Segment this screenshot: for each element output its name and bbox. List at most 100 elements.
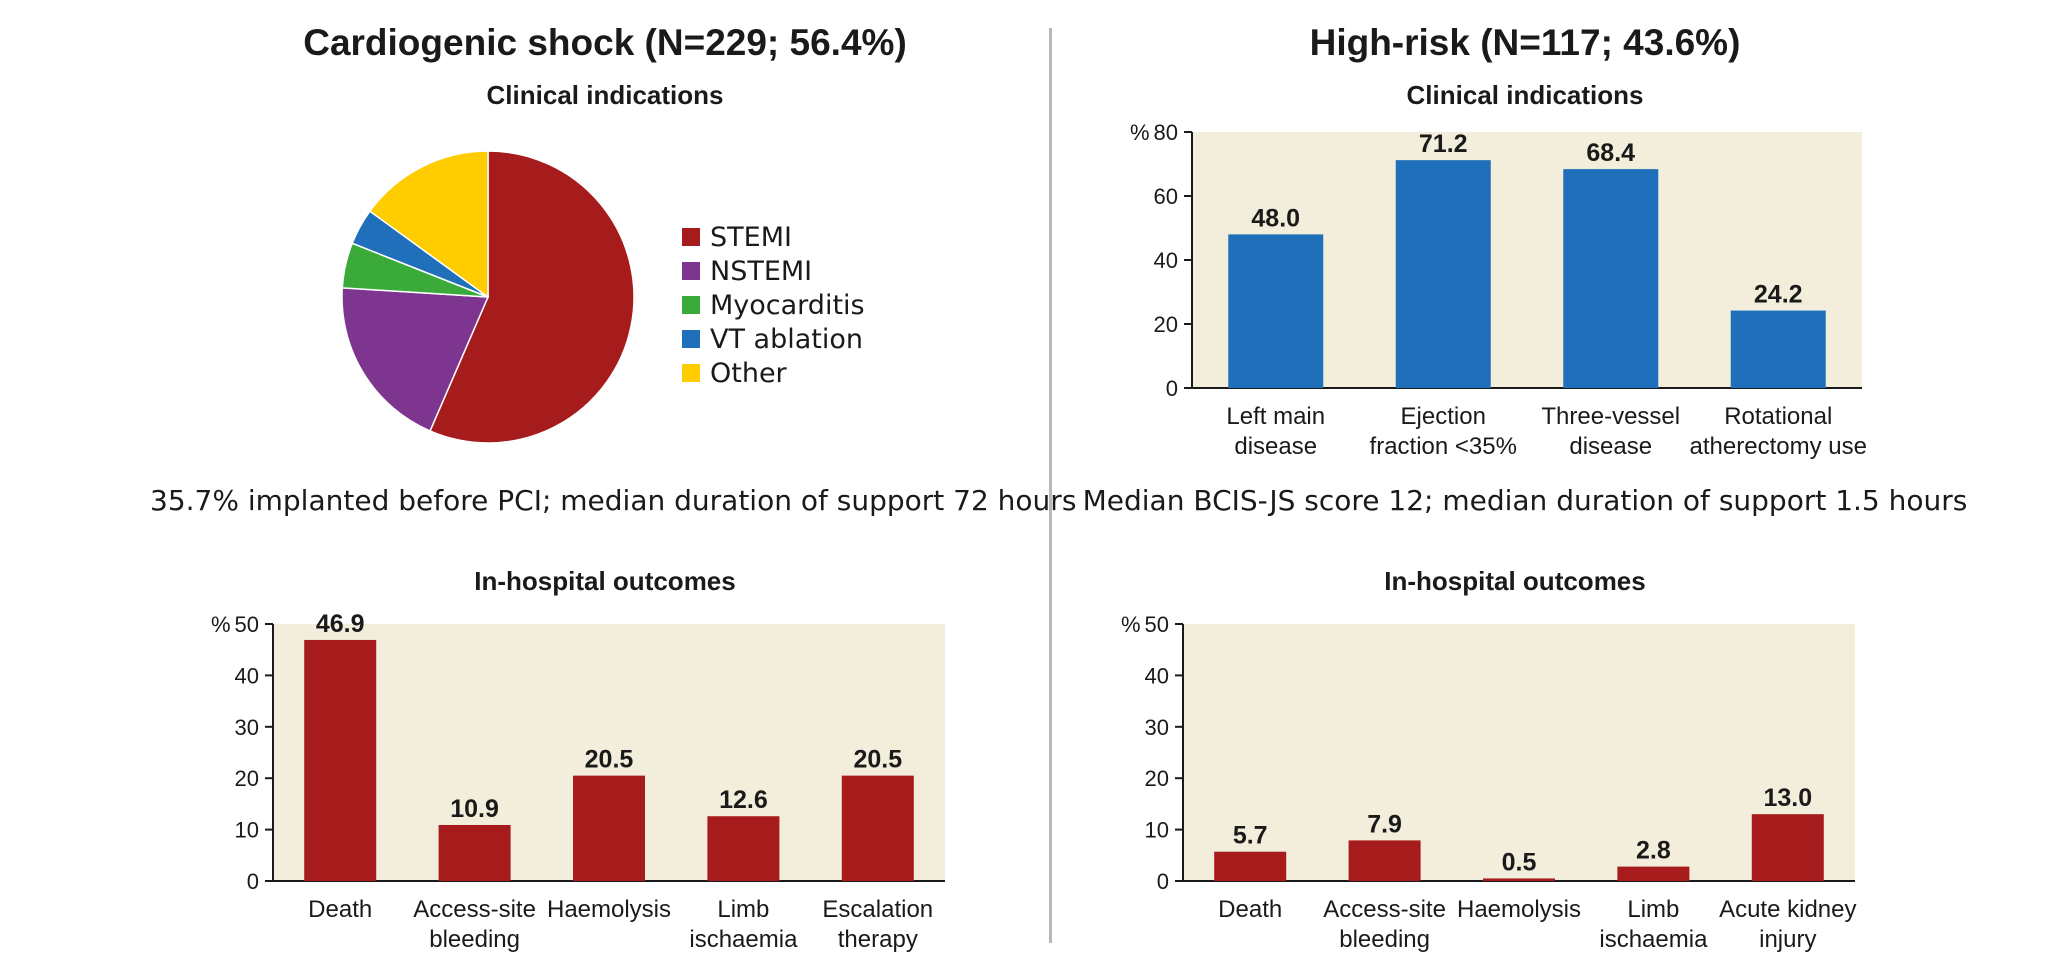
y-tick-label: 10 bbox=[1145, 818, 1169, 843]
data-label: 10.9 bbox=[450, 795, 499, 823]
x-tick-label: Left main bbox=[1226, 403, 1325, 430]
legend-item-vt-ablation: VT ablation bbox=[682, 322, 865, 356]
y-tick-label: 0 bbox=[1166, 376, 1178, 401]
bar-death bbox=[1214, 851, 1287, 881]
legend-label: NSTEMI bbox=[710, 255, 813, 287]
legend-swatch bbox=[682, 262, 700, 280]
data-label: 0.5 bbox=[1502, 848, 1537, 876]
x-tick-label: Access-site bbox=[413, 896, 536, 923]
bar-access-site-bleeding bbox=[438, 824, 511, 881]
right-panel-title: High-risk (N=117; 43.6%) bbox=[1309, 22, 1741, 63]
y-axis-label: % bbox=[211, 612, 231, 637]
legend-swatch bbox=[682, 296, 700, 314]
x-tick-label: bleeding bbox=[1339, 926, 1430, 953]
y-tick-label: 20 bbox=[235, 766, 259, 791]
x-tick-label: Death bbox=[308, 896, 372, 923]
x-tick-label: ischaemia bbox=[689, 926, 798, 953]
y-tick-label: 30 bbox=[1145, 715, 1169, 740]
x-tick-label: injury bbox=[1759, 926, 1816, 953]
y-tick-label: 30 bbox=[235, 715, 259, 740]
y-tick-label: 50 bbox=[1145, 612, 1169, 637]
data-label: 13.0 bbox=[1763, 784, 1812, 812]
legend-swatch bbox=[682, 330, 700, 348]
pie-slice-nstemi bbox=[341, 287, 490, 432]
legend-label: STEMI bbox=[710, 221, 792, 253]
data-label: 5.7 bbox=[1233, 822, 1268, 850]
bar-access-site-bleeding bbox=[1348, 840, 1421, 881]
data-label: 71.2 bbox=[1419, 130, 1468, 158]
bar-limb-ischaemia bbox=[1617, 866, 1690, 881]
x-tick-label: Access-site bbox=[1323, 896, 1446, 923]
y-tick-label: 40 bbox=[235, 663, 259, 688]
data-label: 2.8 bbox=[1636, 837, 1671, 865]
x-tick-label: Haemolysis bbox=[1457, 896, 1581, 923]
bar-escalation-therapy bbox=[841, 775, 914, 881]
right-indications-title: Clinical indications bbox=[1406, 80, 1644, 110]
cs-outcomes-bar-chart: 0 10 20 30 40 50% 46.9 Death 10.9 Access-site blee… bbox=[211, 610, 945, 953]
y-axis-label: % bbox=[1130, 120, 1150, 145]
x-tick-label: therapy bbox=[838, 926, 918, 953]
y-axis-label: % bbox=[1121, 612, 1141, 637]
x-tick-label: Three-vessel bbox=[1541, 403, 1680, 430]
legend-swatch bbox=[682, 364, 700, 382]
panel-divider bbox=[1049, 28, 1052, 943]
pie-slice-stemi bbox=[429, 150, 635, 444]
bar-three-vessel-disease bbox=[1563, 169, 1659, 388]
left-caption: 35.7% implanted before PCI; median durat… bbox=[150, 484, 1077, 517]
pie-slice-other bbox=[368, 150, 489, 299]
x-tick-label: ischaemia bbox=[1599, 926, 1708, 953]
y-tick-label: 20 bbox=[1145, 766, 1169, 791]
x-tick-label: Haemolysis bbox=[547, 896, 671, 923]
x-tick-label: fraction <35% bbox=[1370, 433, 1517, 460]
legend-item-myocarditis: Myocarditis bbox=[682, 288, 865, 322]
cs-indications-pie-chart bbox=[341, 150, 635, 444]
hr-indications-bar-chart: 0 20 40 60 80% 48.0 Left main disease 71.2 Ejecti… bbox=[1130, 120, 1867, 460]
legend-label: Other bbox=[710, 357, 787, 389]
x-tick-label: Rotational bbox=[1724, 403, 1832, 430]
y-tick-label: 60 bbox=[1154, 184, 1178, 209]
legend-swatch bbox=[682, 228, 700, 246]
data-label: 68.4 bbox=[1586, 139, 1635, 167]
bar-death bbox=[304, 639, 377, 881]
right-outcomes-title: In-hospital outcomes bbox=[1384, 566, 1646, 596]
y-tick-label: 40 bbox=[1145, 663, 1169, 688]
hr-outcomes-bar-chart: 0 10 20 30 40 50% 5.7 Death 7.9 Access-site bleedi… bbox=[1121, 612, 1857, 953]
right-caption: Median BCIS-JS score 12; median duration… bbox=[1082, 484, 1968, 517]
data-label: 48.0 bbox=[1251, 204, 1300, 232]
pie-slices bbox=[341, 150, 635, 444]
x-tick-label: Limb bbox=[1627, 896, 1679, 923]
x-tick-label: bleeding bbox=[429, 926, 520, 953]
legend-item-stemi: STEMI bbox=[682, 220, 865, 254]
data-label: 7.9 bbox=[1367, 810, 1402, 838]
data-label: 24.2 bbox=[1754, 281, 1803, 309]
bar-acute-kidney-injury bbox=[1751, 814, 1824, 881]
y-tick-label: 20 bbox=[1154, 312, 1178, 337]
x-tick-label: Ejection bbox=[1401, 403, 1486, 430]
x-tick-label: disease bbox=[1234, 433, 1317, 460]
x-tick-label: Acute kidney bbox=[1719, 896, 1856, 923]
y-tick-label: 0 bbox=[247, 869, 259, 894]
data-label: 20.5 bbox=[853, 746, 902, 774]
left-indications-title: Clinical indications bbox=[486, 80, 724, 110]
x-tick-label: disease bbox=[1569, 433, 1652, 460]
x-tick-label: Death bbox=[1218, 896, 1282, 923]
bar-haemolysis bbox=[1483, 878, 1555, 881]
y-tick-label: 80 bbox=[1154, 120, 1178, 145]
bar-ejection-fraction-35 bbox=[1395, 160, 1491, 388]
y-tick-label: 10 bbox=[235, 818, 259, 843]
x-tick-label: atherectomy use bbox=[1690, 433, 1867, 460]
y-tick-label: 40 bbox=[1154, 248, 1178, 273]
legend-label: Myocarditis bbox=[710, 289, 865, 321]
x-tick-label: Limb bbox=[717, 896, 769, 923]
data-label: 20.5 bbox=[585, 746, 634, 774]
bar-rotational-atherectomy-use bbox=[1730, 310, 1826, 388]
legend-label: VT ablation bbox=[710, 323, 863, 355]
x-tick-label: Escalation bbox=[822, 896, 933, 923]
legend-item-other: Other bbox=[682, 356, 865, 390]
bar-left-main-disease bbox=[1228, 234, 1324, 388]
data-label: 12.6 bbox=[719, 786, 768, 814]
cs-indications-legend: STEMI NSTEMI Myocarditis VT ablation Other bbox=[682, 220, 865, 390]
legend-item-nstemi: NSTEMI bbox=[682, 254, 865, 288]
data-label: 46.9 bbox=[316, 610, 365, 638]
plot-background bbox=[1183, 624, 1855, 881]
